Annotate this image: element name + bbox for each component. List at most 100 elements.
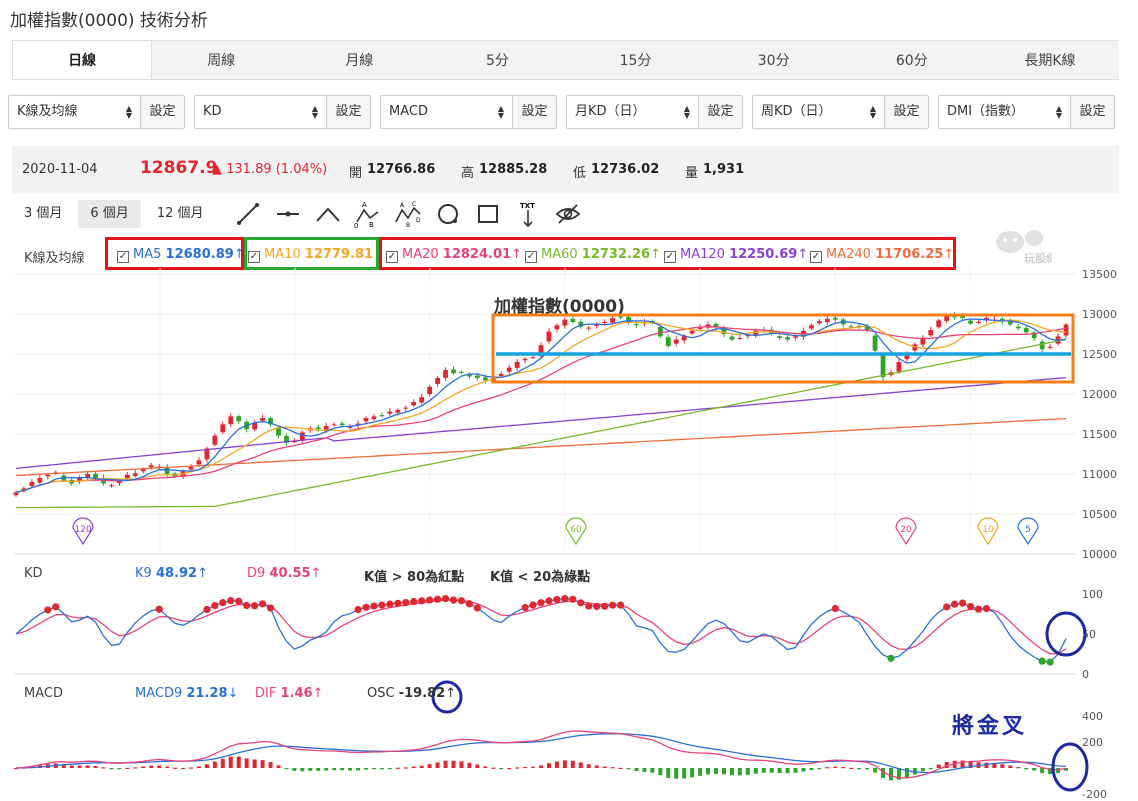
osc-bar	[324, 768, 329, 771]
period-tabs: 日線 周線 月線 5分 15分 30分 60分 長期K線	[12, 40, 1119, 80]
tab-long-term[interactable]: 長期K線	[980, 40, 1119, 79]
tab-weekly[interactable]: 周線	[152, 40, 291, 79]
settings-button-6[interactable]: 設定	[1070, 96, 1114, 128]
osc-bar	[292, 768, 297, 771]
osc-bar	[236, 756, 241, 768]
osc-bar	[761, 768, 766, 773]
indicator-select-4[interactable]: 月KD（日） ▲ ▼	[567, 96, 698, 128]
candle-body	[610, 318, 615, 323]
osc-bar	[1032, 768, 1037, 771]
tab-30min[interactable]: 30分	[704, 40, 843, 79]
macd-tick-label: 200	[1082, 736, 1103, 749]
candle-body	[626, 317, 631, 322]
indicator-select-2[interactable]: KD ▲ ▼	[195, 96, 326, 128]
ma120-arrow: ↑	[797, 247, 809, 262]
candle-body	[832, 317, 838, 320]
kd-overbought-dot	[266, 604, 275, 612]
rectangle-tool-icon[interactable]	[468, 200, 508, 228]
settings-button-4[interactable]: 設定	[698, 96, 742, 128]
kd-overbought-dot	[537, 599, 545, 607]
ma60-toggle[interactable]: ✓ MA60 12732.26↑	[525, 247, 661, 263]
ma-marker-label: 20	[900, 525, 912, 535]
ma-marker	[977, 517, 999, 546]
ma-marker	[1017, 517, 1039, 546]
text-tool-icon[interactable]: TXT	[508, 200, 548, 228]
macd9-value: 21.28	[186, 686, 228, 701]
indicator-select-1[interactable]: K線及均線 ▲ ▼	[9, 96, 140, 128]
kd-overbought-dot	[593, 602, 601, 610]
ma120-toggle[interactable]: ✓ MA120 12250.69↑	[664, 247, 808, 263]
osc-bar	[721, 768, 726, 775]
osc-bar	[952, 760, 957, 768]
indicator-select-5[interactable]: 周KD（日） ▲ ▼	[753, 96, 884, 128]
circle-tool-icon[interactable]	[428, 200, 468, 228]
osc-bar	[387, 768, 392, 770]
ma240-toggle[interactable]: ✓ MA240 11706.25↑	[810, 247, 954, 263]
candle-body	[968, 320, 973, 324]
kd-overbought-dot	[219, 599, 227, 607]
low-value: 12736.02	[591, 162, 660, 177]
open-value: 12766.86	[367, 162, 436, 177]
range-6m[interactable]: 6 個月	[78, 200, 141, 228]
tab-daily[interactable]: 日線	[12, 40, 153, 79]
ma20-toggle[interactable]: ✓ MA20 12824.01↑	[386, 247, 522, 263]
candle-body	[323, 426, 329, 430]
candle-body	[1031, 332, 1037, 338]
candle-body	[395, 410, 401, 413]
settings-button-2[interactable]: 設定	[326, 96, 370, 128]
kd-overbought-dot	[951, 600, 959, 608]
range-3m[interactable]: 3 個月	[24, 206, 63, 221]
watermark-logo: 玩股網	[992, 226, 1057, 266]
line-tool-icon[interactable]	[228, 200, 268, 228]
candle-body	[379, 415, 385, 417]
y-tick-label: 10000	[1082, 548, 1117, 561]
indicator-select-6[interactable]: DMI（指數） ▲ ▼	[939, 96, 1070, 128]
select-arrows-icon: ▲ ▼	[311, 104, 318, 120]
ma-marker-label: 60	[570, 525, 582, 535]
quote-change: ▲ 131.89 (1.04%)	[212, 162, 328, 177]
ma-marker	[565, 517, 587, 546]
kd-overbought-dot	[473, 604, 481, 612]
osc-bar	[252, 759, 257, 768]
hide-tool-icon[interactable]	[548, 200, 588, 228]
kd-overbought-dot	[394, 599, 402, 607]
d9-value: 40.55	[269, 566, 311, 581]
osc-bar	[546, 763, 551, 768]
k9-value: 48.92	[155, 566, 198, 581]
settings-button-5[interactable]: 設定	[884, 96, 928, 128]
selector-group-2: KD ▲ ▼ 設定	[194, 95, 371, 129]
abc-pattern-tool-icon[interactable]: A 0 B	[348, 200, 388, 228]
candle-body	[132, 473, 138, 476]
osc-bar	[443, 760, 448, 768]
osc-bar	[706, 768, 711, 775]
osc-bar	[419, 765, 424, 768]
pattern-point-o: 0	[354, 222, 358, 228]
settings-button-3[interactable]: 設定	[512, 96, 556, 128]
tab-15min[interactable]: 15分	[566, 40, 705, 79]
tab-60min[interactable]: 60分	[842, 40, 981, 79]
ma5-toggle[interactable]: ✓ MA5 12680.89↑	[117, 247, 245, 263]
tab-monthly[interactable]: 月線	[290, 40, 429, 79]
candle-body	[85, 474, 90, 478]
osc-bar	[586, 764, 591, 768]
angle-tool-icon[interactable]	[308, 200, 348, 228]
indicator-select-3[interactable]: MACD ▲ ▼	[381, 96, 512, 128]
osc-readout: OSC -19.82↑	[367, 686, 456, 701]
candle-body	[13, 492, 19, 496]
ma60-line	[16, 338, 1067, 509]
k9-readout: K9 48.92↑	[135, 566, 208, 581]
candle-body	[339, 423, 345, 426]
horizontal-line-tool-icon[interactable]	[268, 200, 308, 228]
range-12m[interactable]: 12 個月	[156, 206, 204, 221]
osc-bar	[220, 758, 225, 768]
candle-body	[920, 338, 926, 345]
settings-button-1[interactable]: 設定	[140, 96, 184, 128]
tab-5min[interactable]: 5分	[428, 40, 567, 79]
kd-note-red: K值 > 80為紅點	[364, 570, 465, 585]
kd-overbought-dot	[251, 602, 259, 610]
osc-bar	[308, 768, 313, 771]
candle-body	[93, 473, 98, 478]
osc-bar	[642, 768, 647, 772]
osc-bar	[562, 760, 567, 768]
